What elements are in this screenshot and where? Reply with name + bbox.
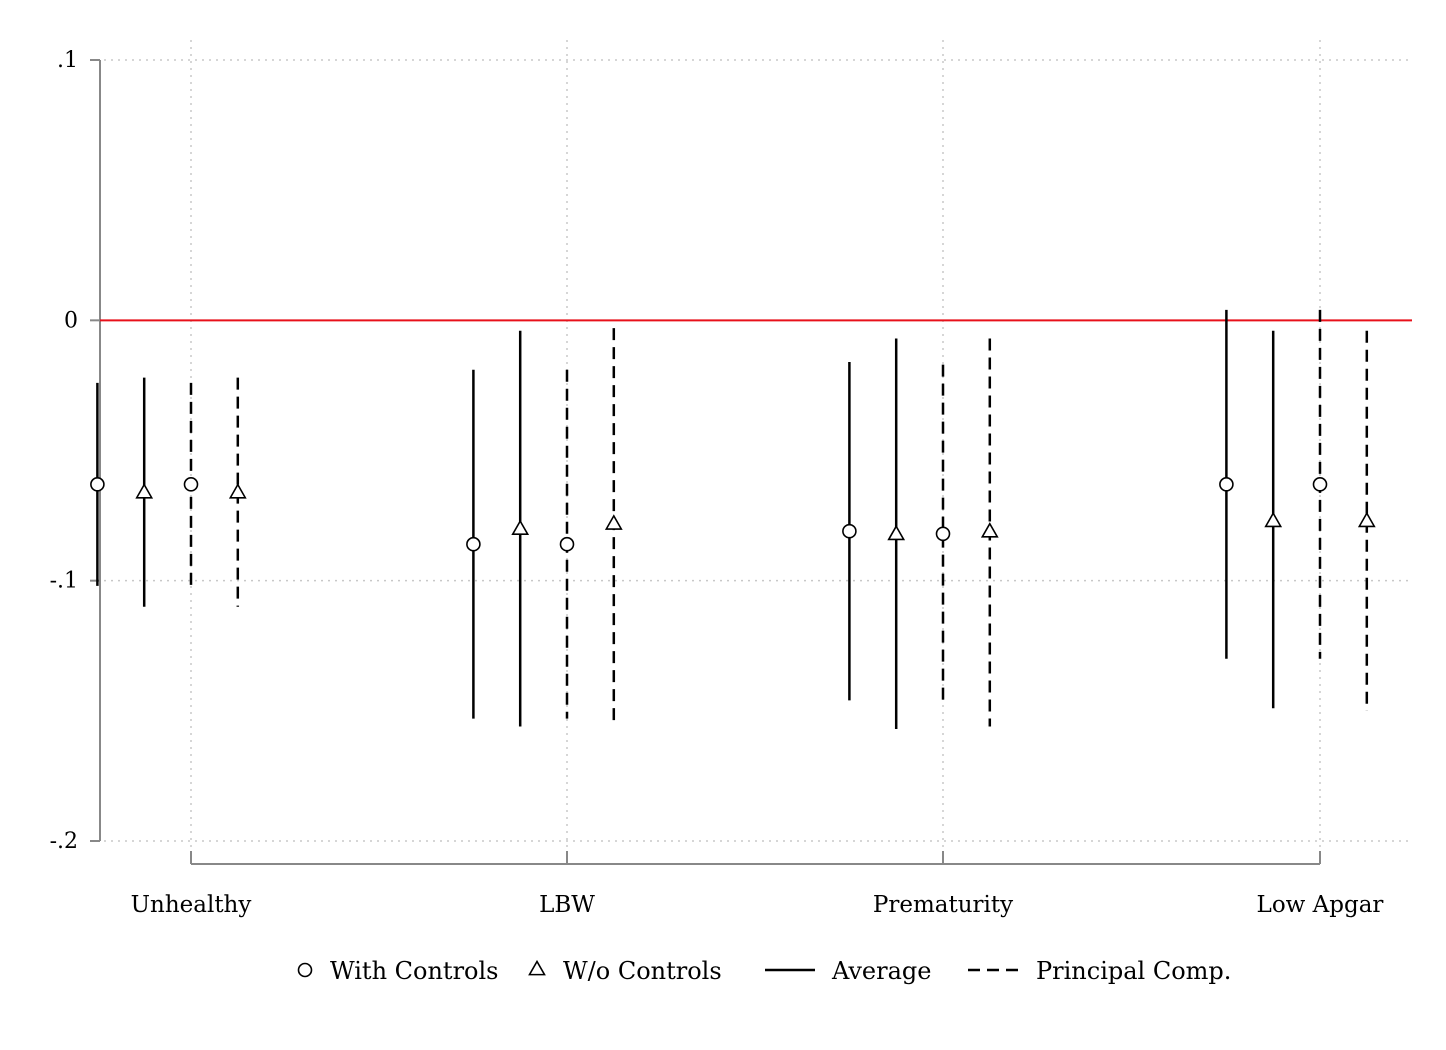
point-estimate-triangle: [511, 519, 530, 536]
point-estimate-triangle: [604, 514, 623, 530]
legend-triangle-icon: [528, 959, 546, 976]
legend-label: W/o Controls: [563, 957, 722, 985]
y-tick-label: .1: [57, 48, 78, 73]
point-estimate-triangle: [135, 483, 154, 499]
point-estimate-triangle: [1264, 511, 1283, 528]
point-estimate-triangle: [887, 524, 906, 541]
legend-circle-icon: [297, 962, 313, 978]
point-estimate-circle: [1219, 477, 1234, 492]
x-tick-label: Prematurity: [873, 892, 1013, 918]
marks: [90, 309, 1376, 730]
point-estimate-circle: [183, 477, 199, 492]
x-tick-label: Low Apgar: [1257, 892, 1384, 918]
y-tick-label: -.2: [50, 829, 78, 854]
point-estimate-circle: [466, 536, 481, 552]
legend-label: Average: [831, 957, 931, 985]
point-estimate-circle: [842, 523, 857, 539]
point-estimate-circle: [1312, 477, 1328, 492]
legend-label: With Controls: [330, 957, 498, 985]
x-tick-label: Unhealthy: [131, 892, 252, 918]
point-estimate-triangle: [1357, 511, 1376, 528]
y-tick-label: -.1: [50, 569, 78, 594]
grid: [104, 40, 1412, 851]
point-estimate-circle: [559, 536, 575, 552]
point-estimate-circle: [935, 526, 951, 542]
point-estimate-triangle: [228, 483, 247, 499]
point-estimate-triangle: [980, 522, 999, 538]
y-tick-label: 0: [64, 308, 78, 333]
legend: With Controls W/o Controls Average Principa…: [297, 957, 1231, 985]
point-estimate-circle: [90, 477, 105, 492]
legend-label: Principal Comp.: [1036, 957, 1231, 985]
x-tick-label: LBW: [539, 892, 595, 918]
axes: .1 0 -.1 -.2 Unhealthy LBW Prematurity Low Apga…: [50, 48, 1412, 918]
